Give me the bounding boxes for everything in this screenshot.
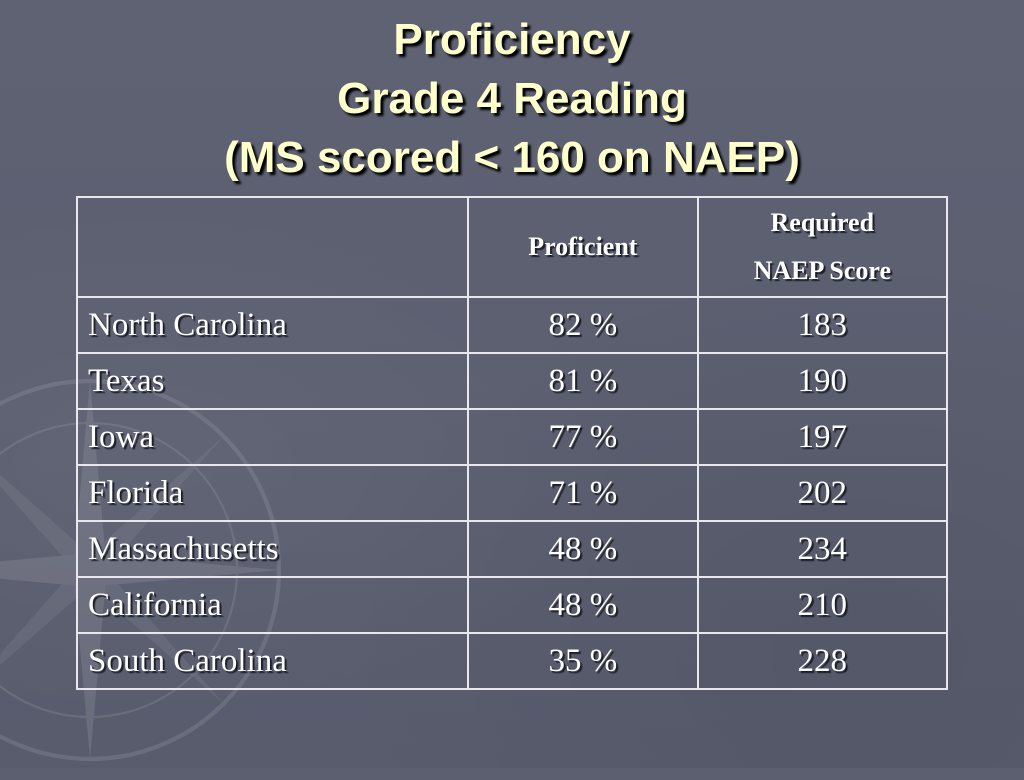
score-cell: 190 [696,352,949,410]
header-proficient: Proficient [467,196,699,298]
table-row: Florida 71 % 202 [75,464,949,522]
table-row: Massachusetts 48 % 234 [75,520,949,578]
score-cell: 228 [696,632,949,690]
title-line-3: (MS scored < 160 on NAEP) [224,133,800,182]
header-state [75,196,470,298]
header-required-line-1: Required [770,208,875,237]
proficient-cell: 81 % [467,352,699,410]
state-cell: California [75,576,470,634]
proficient-cell: 77 % [467,408,699,466]
table-row: California 48 % 210 [75,576,949,634]
state-cell: Texas [75,352,470,410]
proficient-cell: 48 % [467,576,699,634]
score-cell: 183 [696,296,949,354]
state-cell: Massachusetts [75,520,470,578]
slide-title: Proficiency Grade 4 Reading (MS scored <… [0,10,1024,187]
proficiency-table: Proficient Required NAEP Score North Car… [75,196,949,690]
score-cell: 197 [696,408,949,466]
score-cell: 234 [696,520,949,578]
title-line-2: Grade 4 Reading [337,74,687,123]
proficient-cell: 35 % [467,632,699,690]
title-line-1: Proficiency [393,15,631,64]
proficient-cell: 82 % [467,296,699,354]
header-required-score: Required NAEP Score [696,196,949,298]
table-row: Iowa 77 % 197 [75,408,949,466]
state-cell: Iowa [75,408,470,466]
state-cell: Florida [75,464,470,522]
table-header-row: Proficient Required NAEP Score [75,196,949,298]
header-required-line-2: NAEP Score [753,256,892,285]
table-row: Texas 81 % 190 [75,352,949,410]
state-cell: North Carolina [75,296,470,354]
state-cell: South Carolina [75,632,470,690]
table-row: North Carolina 82 % 183 [75,296,949,354]
proficient-cell: 71 % [467,464,699,522]
score-cell: 210 [696,576,949,634]
table-row: South Carolina 35 % 228 [75,632,949,690]
proficient-cell: 48 % [467,520,699,578]
score-cell: 202 [696,464,949,522]
